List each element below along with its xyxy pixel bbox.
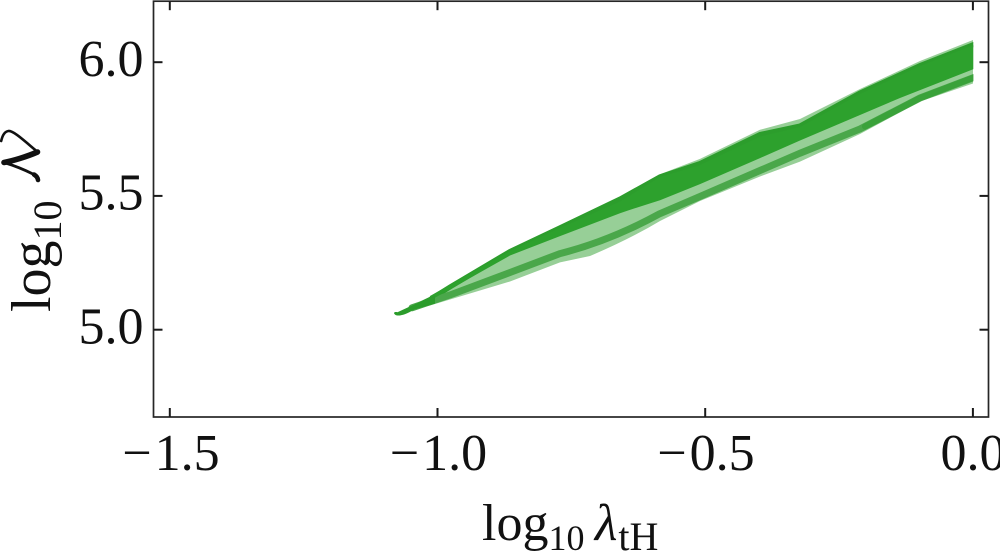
- svg-text:6.0: 6.0: [79, 31, 144, 88]
- svg-text:−1.5: −1.5: [122, 425, 219, 482]
- svg-text:−0.5: −0.5: [657, 425, 754, 482]
- svg-text:log10: log10: [1, 200, 70, 312]
- svg-text:5.0: 5.0: [79, 299, 144, 356]
- svg-text:−1.0: −1.0: [390, 425, 487, 482]
- svg-text:5.5: 5.5: [79, 165, 144, 222]
- svg-text:log10 λtH: log10 λtH: [482, 495, 658, 553]
- svg-text:0.0: 0.0: [941, 425, 1000, 482]
